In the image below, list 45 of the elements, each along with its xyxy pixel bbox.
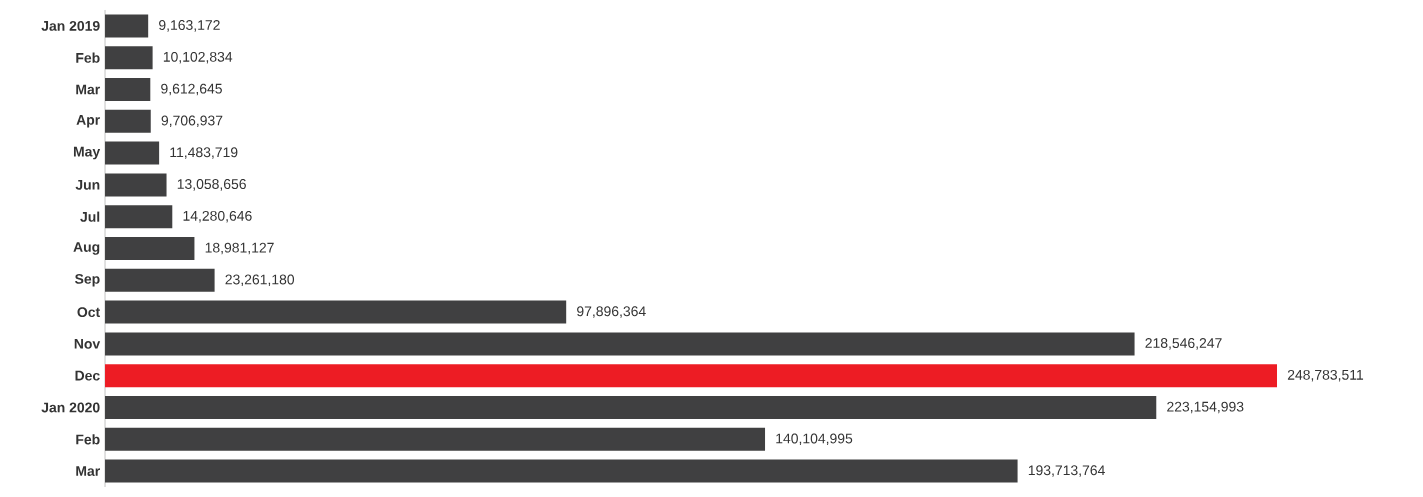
bar (105, 236, 195, 260)
bar (105, 46, 153, 70)
data-label: 14,280,646 (183, 210, 252, 223)
data-label: 140,104,995 (776, 433, 853, 446)
bar (105, 14, 149, 38)
bar (105, 109, 151, 133)
y-tick-label: Aug (73, 242, 100, 255)
bar (105, 332, 1135, 356)
bar (105, 395, 1157, 419)
bar (105, 205, 173, 229)
data-label: 23,261,180 (225, 274, 295, 287)
y-tick-label: Feb (76, 52, 100, 63)
data-label: 248,783,511 (1287, 369, 1364, 382)
bar (105, 427, 766, 451)
y-tick-label: Jan 2019 (41, 20, 100, 31)
y-tick-label: Sep (75, 273, 100, 287)
data-label: 9,612,645 (161, 83, 222, 96)
data-label: 10,102,834 (163, 51, 233, 64)
data-label: 9,706,937 (161, 115, 223, 128)
y-tick-label: Feb (76, 434, 100, 445)
data-label: 193,713,764 (1028, 465, 1105, 477)
bar (105, 173, 167, 197)
y-tick-label: Mar (76, 84, 100, 95)
y-tick-label: Apr (76, 115, 100, 128)
y-tick-label: Nov (74, 339, 101, 349)
data-label: 218,546,247 (1145, 338, 1222, 350)
data-label: 18,981,127 (205, 242, 274, 255)
y-tick-label: Jun (75, 180, 100, 190)
y-tick-label: Jan 2020 (41, 402, 100, 413)
y-tick-label: May (73, 146, 101, 160)
data-label: 13,058,656 (177, 179, 246, 191)
y-tick-label: Mar (76, 466, 100, 476)
bar (105, 77, 151, 101)
bar (105, 459, 1018, 483)
bar (105, 268, 215, 292)
data-label: 97,896,364 (577, 306, 646, 318)
data-label: 223,154,993 (1167, 401, 1244, 414)
y-tick-label: Jul (80, 211, 100, 222)
y-tick-label: Dec (75, 370, 100, 381)
bar (105, 141, 160, 165)
bar (105, 300, 567, 324)
data-label: 9,163,172 (159, 20, 220, 32)
bar (105, 364, 1278, 388)
y-tick-label: Oct (77, 307, 100, 318)
data-label: 11,483,719 (170, 147, 238, 159)
